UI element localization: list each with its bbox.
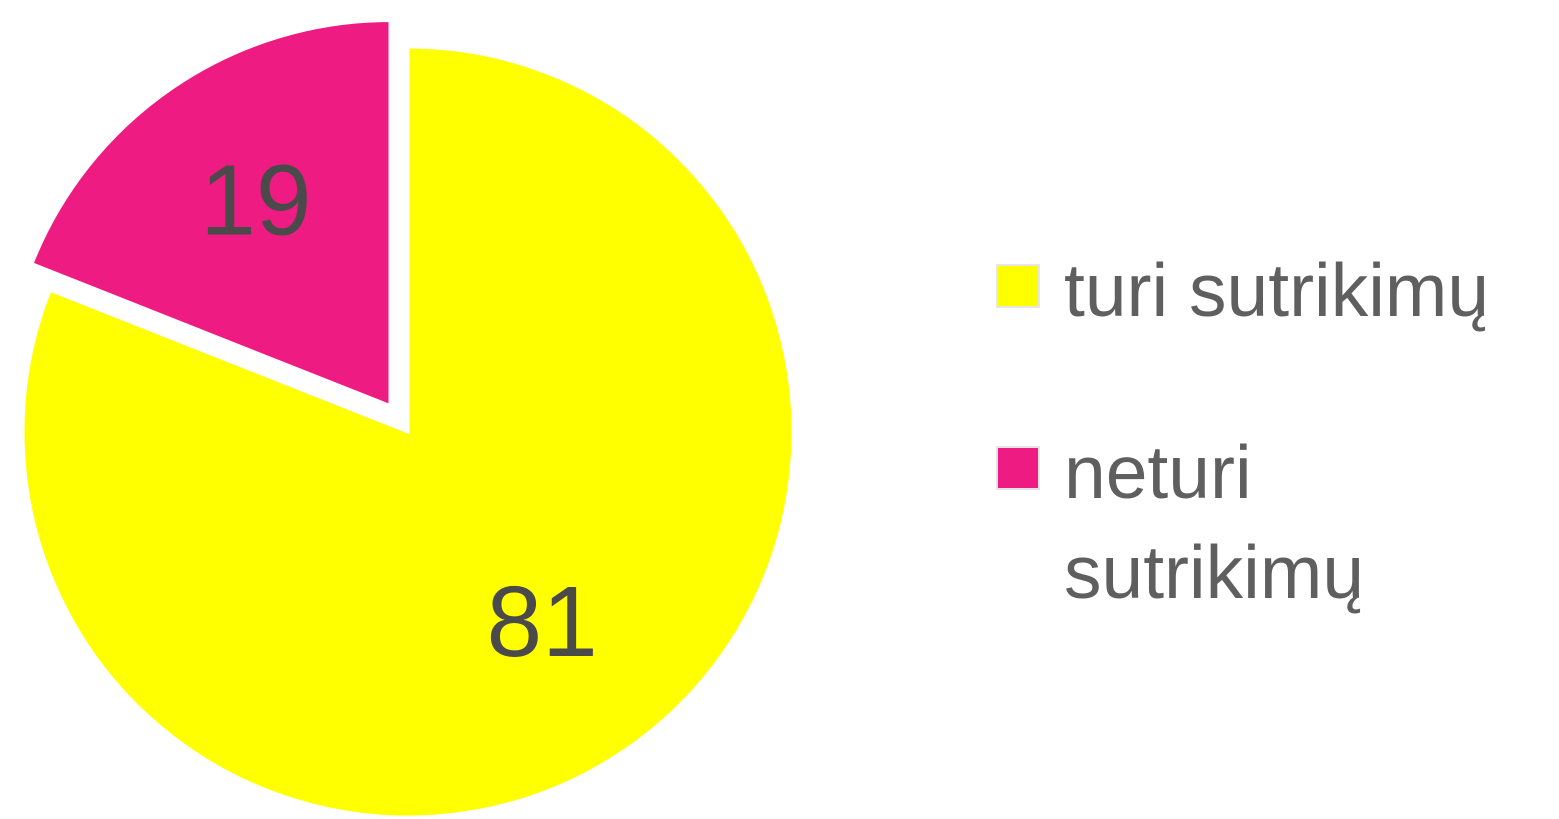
legend-item-neturi-sutrikimu: neturi sutrikimų	[996, 422, 1556, 622]
data-label-neturi-sutrikimu: 19	[200, 145, 311, 257]
legend-swatch-neturi-sutrikimu	[996, 446, 1040, 490]
legend-label-neturi-sutrikimu: neturi sutrikimų	[1064, 430, 1365, 614]
pie-chart: 81 19	[21, 19, 795, 819]
legend-swatch-turi-sutrikimu	[996, 264, 1040, 308]
data-label-turi-sutrikimu: 81	[487, 566, 598, 678]
pie-slice-neturi-sutrikimu	[30, 19, 392, 408]
legend-label-turi-sutrikimu: turi sutrikimų	[1064, 248, 1490, 332]
pie-slice-turi-sutrikimu	[21, 45, 795, 819]
chart-legend: turi sutrikimų neturi sutrikimų	[996, 240, 1556, 622]
legend-item-turi-sutrikimu: turi sutrikimų	[996, 240, 1556, 340]
